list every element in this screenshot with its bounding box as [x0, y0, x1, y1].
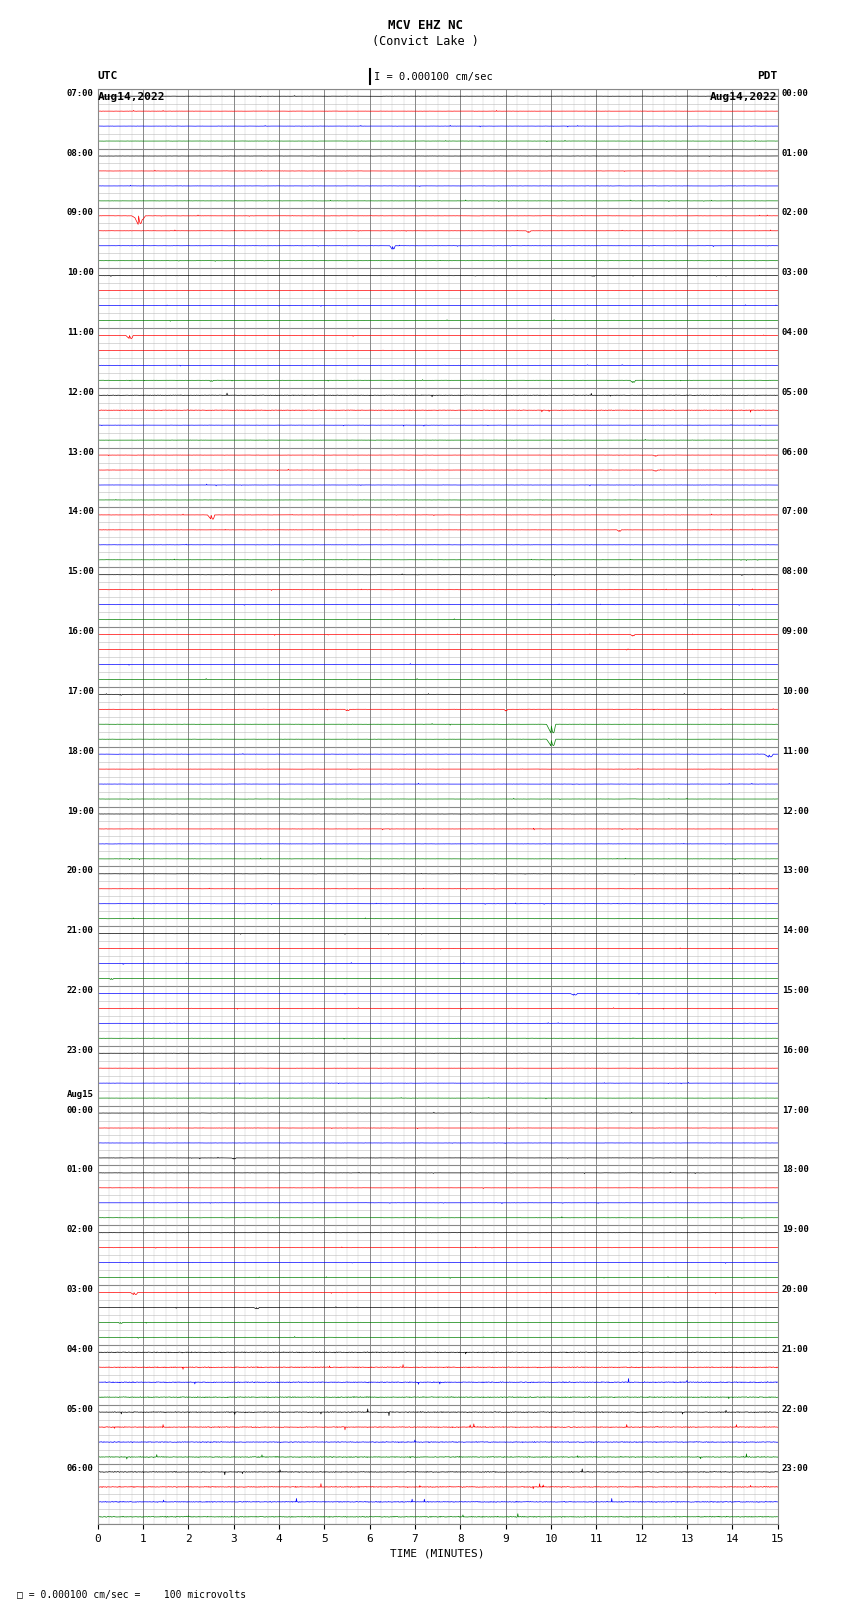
Text: 06:00: 06:00 [782, 447, 809, 456]
Text: 14:00: 14:00 [782, 926, 809, 936]
Text: 04:00: 04:00 [782, 327, 809, 337]
Text: 14:00: 14:00 [66, 508, 94, 516]
Text: 09:00: 09:00 [782, 627, 809, 636]
Text: 10:00: 10:00 [66, 268, 94, 277]
Text: 00:00: 00:00 [66, 1105, 94, 1115]
Text: 03:00: 03:00 [66, 1286, 94, 1294]
Text: Aug15: Aug15 [66, 1090, 94, 1098]
Text: 22:00: 22:00 [66, 986, 94, 995]
Text: 05:00: 05:00 [782, 387, 809, 397]
X-axis label: TIME (MINUTES): TIME (MINUTES) [390, 1548, 485, 1558]
Text: (Convict Lake ): (Convict Lake ) [371, 35, 479, 48]
Text: 17:00: 17:00 [66, 687, 94, 695]
Text: 01:00: 01:00 [66, 1165, 94, 1174]
Text: 11:00: 11:00 [782, 747, 809, 755]
Text: 20:00: 20:00 [66, 866, 94, 876]
Text: 11:00: 11:00 [66, 327, 94, 337]
Text: 15:00: 15:00 [782, 986, 809, 995]
Text: 21:00: 21:00 [66, 926, 94, 936]
Text: 21:00: 21:00 [782, 1345, 809, 1353]
Text: 16:00: 16:00 [66, 627, 94, 636]
Text: 04:00: 04:00 [66, 1345, 94, 1353]
Text: 07:00: 07:00 [66, 89, 94, 98]
Text: PDT: PDT [757, 71, 778, 81]
Text: 05:00: 05:00 [66, 1405, 94, 1413]
Text: 23:00: 23:00 [782, 1465, 809, 1473]
Text: 18:00: 18:00 [782, 1165, 809, 1174]
Text: 08:00: 08:00 [66, 148, 94, 158]
Text: 22:00: 22:00 [782, 1405, 809, 1413]
Text: 02:00: 02:00 [782, 208, 809, 218]
Text: UTC: UTC [98, 71, 118, 81]
Text: 12:00: 12:00 [66, 387, 94, 397]
Text: 08:00: 08:00 [782, 568, 809, 576]
Text: 02:00: 02:00 [66, 1226, 94, 1234]
Text: 12:00: 12:00 [782, 806, 809, 816]
Text: 16:00: 16:00 [782, 1045, 809, 1055]
Text: Aug14,2022: Aug14,2022 [98, 92, 165, 102]
Text: 19:00: 19:00 [782, 1226, 809, 1234]
Text: 15:00: 15:00 [66, 568, 94, 576]
Text: I = 0.000100 cm/sec: I = 0.000100 cm/sec [374, 71, 493, 82]
Text: 07:00: 07:00 [782, 508, 809, 516]
Text: 10:00: 10:00 [782, 687, 809, 695]
Text: 09:00: 09:00 [66, 208, 94, 218]
Text: 19:00: 19:00 [66, 806, 94, 816]
Text: MCV EHZ NC: MCV EHZ NC [388, 19, 462, 32]
Text: 13:00: 13:00 [66, 447, 94, 456]
Text: Aug14,2022: Aug14,2022 [711, 92, 778, 102]
Text: 18:00: 18:00 [66, 747, 94, 755]
Text: 01:00: 01:00 [782, 148, 809, 158]
Text: □ = 0.000100 cm/sec =    100 microvolts: □ = 0.000100 cm/sec = 100 microvolts [17, 1590, 246, 1600]
Text: 06:00: 06:00 [66, 1465, 94, 1473]
Text: 00:00: 00:00 [782, 89, 809, 98]
Text: 03:00: 03:00 [782, 268, 809, 277]
Text: 20:00: 20:00 [782, 1286, 809, 1294]
Text: 17:00: 17:00 [782, 1105, 809, 1115]
Text: 23:00: 23:00 [66, 1045, 94, 1055]
Text: 13:00: 13:00 [782, 866, 809, 876]
